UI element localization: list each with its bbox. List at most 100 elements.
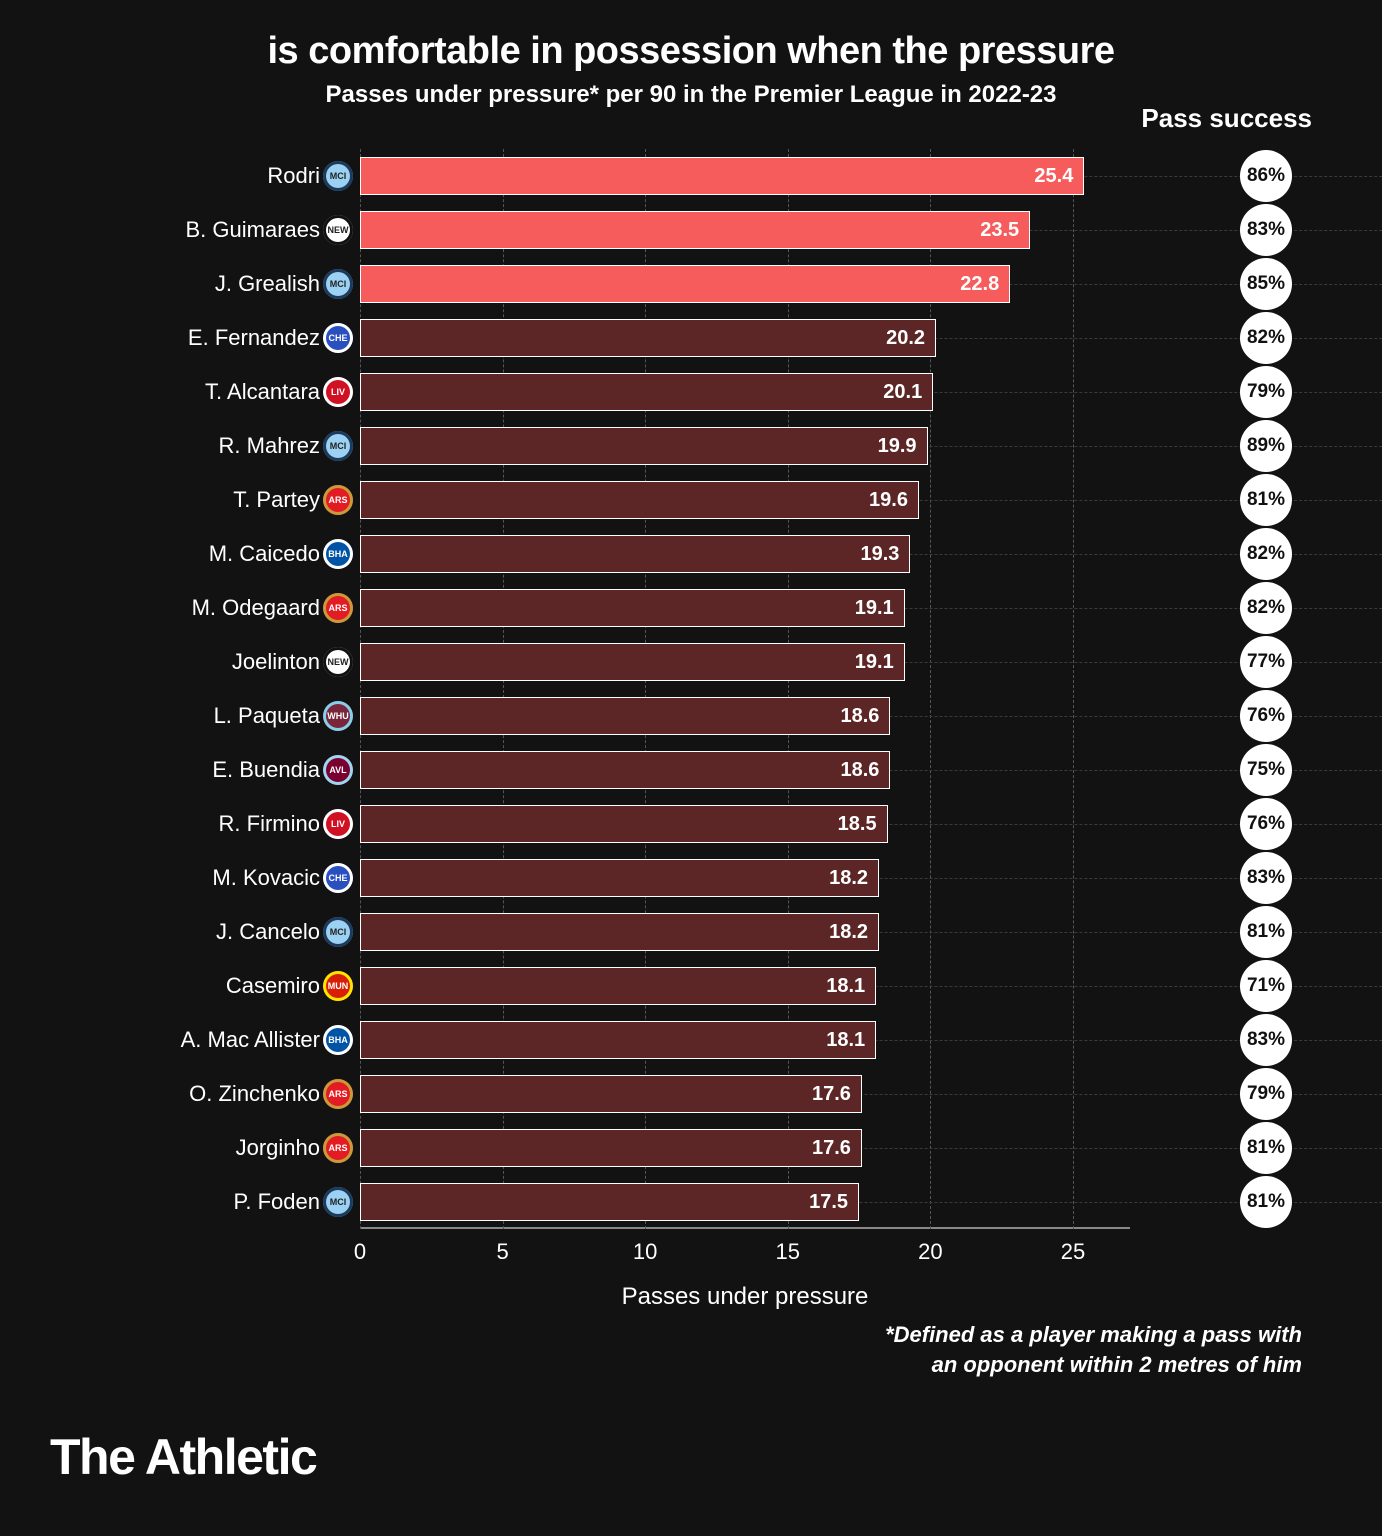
x-axis-label: Passes under pressure [622, 1283, 869, 1311]
player-row: R. MahrezMCI19.989% [260, 419, 1322, 473]
pass-success-header: Pass success [1141, 103, 1312, 134]
club-crest-icon: WHU [323, 701, 353, 731]
pass-success-badge: 82% [1240, 582, 1292, 634]
club-crest-icon: NEW [323, 215, 353, 245]
player-row: L. PaquetaWHU18.676% [260, 689, 1322, 743]
pass-success-badge: 76% [1240, 690, 1292, 742]
bar: 23.5 [360, 211, 1030, 249]
bar: 17.6 [360, 1075, 862, 1113]
xtick-label: 0 [354, 1239, 366, 1265]
player-name: E. Fernandez [80, 325, 320, 351]
xtick-label: 20 [918, 1239, 942, 1265]
club-crest-icon: ARS [323, 485, 353, 515]
footnote-line-1: *Defined as a player making a pass with [885, 1320, 1302, 1350]
player-name: A. Mac Allister [80, 1027, 320, 1053]
xtick-label: 10 [633, 1239, 657, 1265]
pass-success-badge: 77% [1240, 636, 1292, 688]
club-crest-icon: CHE [323, 323, 353, 353]
player-row: J. CanceloMCI18.281% [260, 905, 1322, 959]
bar: 19.1 [360, 589, 905, 627]
player-name: R. Firmino [80, 811, 320, 837]
pass-success-badge: 82% [1240, 528, 1292, 580]
bar: 20.1 [360, 373, 933, 411]
pass-success-badge: 83% [1240, 1014, 1292, 1066]
bar: 18.1 [360, 1021, 876, 1059]
club-crest-icon: LIV [323, 809, 353, 839]
chart-title: is comfortable in possession when the pr… [60, 30, 1322, 73]
pass-success-badge: 79% [1240, 1068, 1292, 1120]
pass-success-badge: 81% [1240, 1176, 1292, 1228]
bar: 18.6 [360, 697, 890, 735]
bar: 20.2 [360, 319, 936, 357]
player-name: M. Kovacic [80, 865, 320, 891]
player-row: JoelintonNEW19.177% [260, 635, 1322, 689]
club-crest-icon: MCI [323, 161, 353, 191]
footnote: *Defined as a player making a pass with … [885, 1320, 1302, 1379]
bar: 19.6 [360, 481, 919, 519]
player-name: L. Paqueta [80, 703, 320, 729]
player-row: E. FernandezCHE20.282% [260, 311, 1322, 365]
player-row: R. FirminoLIV18.576% [260, 797, 1322, 851]
bar: 19.1 [360, 643, 905, 681]
xtick-label: 25 [1061, 1239, 1085, 1265]
club-crest-icon: MCI [323, 917, 353, 947]
player-name: B. Guimaraes [80, 217, 320, 243]
player-row: M. KovacicCHE18.283% [260, 851, 1322, 905]
player-name: M. Odegaard [80, 595, 320, 621]
chart-subtitle: Passes under pressure* per 90 in the Pre… [60, 81, 1322, 109]
player-row: T. AlcantaraLIV20.179% [260, 365, 1322, 419]
club-crest-icon: NEW [323, 647, 353, 677]
footnote-line-2: an opponent within 2 metres of him [885, 1350, 1302, 1380]
club-crest-icon: CHE [323, 863, 353, 893]
bar: 18.2 [360, 859, 879, 897]
player-row: A. Mac AllisterBHA18.183% [260, 1013, 1322, 1067]
player-row: O. ZinchenkoARS17.679% [260, 1067, 1322, 1121]
pass-success-badge: 79% [1240, 366, 1292, 418]
brand-logo: The Athletic [50, 1428, 316, 1486]
player-name: J. Cancelo [80, 919, 320, 945]
club-crest-icon: BHA [323, 1025, 353, 1055]
pass-success-badge: 75% [1240, 744, 1292, 796]
player-name: P. Foden [80, 1189, 320, 1215]
player-row: M. CaicedoBHA19.382% [260, 527, 1322, 581]
xtick-label: 5 [496, 1239, 508, 1265]
player-name: Rodri [80, 163, 320, 189]
club-crest-icon: AVL [323, 755, 353, 785]
club-crest-icon: MUN [323, 971, 353, 1001]
player-row: J. GrealishMCI22.885% [260, 257, 1322, 311]
pass-success-badge: 81% [1240, 906, 1292, 958]
bar: 18.6 [360, 751, 890, 789]
player-row: P. FodenMCI17.581% [260, 1175, 1322, 1229]
player-name: E. Buendia [80, 757, 320, 783]
pass-success-badge: 76% [1240, 798, 1292, 850]
player-name: T. Partey [80, 487, 320, 513]
pass-success-badge: 81% [1240, 474, 1292, 526]
player-name: O. Zinchenko [80, 1081, 320, 1107]
player-name: Joelinton [80, 649, 320, 675]
club-crest-icon: LIV [323, 377, 353, 407]
player-row: RodriMCI25.486% [260, 149, 1322, 203]
xtick-label: 15 [776, 1239, 800, 1265]
club-crest-icon: MCI [323, 1187, 353, 1217]
player-name: J. Grealish [80, 271, 320, 297]
bar: 18.2 [360, 913, 879, 951]
bar: 17.5 [360, 1183, 859, 1221]
club-crest-icon: ARS [323, 1079, 353, 1109]
player-name: T. Alcantara [80, 379, 320, 405]
club-crest-icon: MCI [323, 269, 353, 299]
player-name: Jorginho [80, 1135, 320, 1161]
bar: 17.6 [360, 1129, 862, 1167]
pass-success-badge: 83% [1240, 204, 1292, 256]
bar: 19.9 [360, 427, 928, 465]
player-row: T. ParteyARS19.681% [260, 473, 1322, 527]
pass-success-badge: 71% [1240, 960, 1292, 1012]
bar: 25.4 [360, 157, 1084, 195]
player-name: M. Caicedo [80, 541, 320, 567]
player-name: R. Mahrez [80, 433, 320, 459]
club-crest-icon: BHA [323, 539, 353, 569]
player-row: CasemiroMUN18.171% [260, 959, 1322, 1013]
pass-success-badge: 83% [1240, 852, 1292, 904]
bar: 22.8 [360, 265, 1010, 303]
chart-area: Pass success Passes under pressure 05101… [260, 149, 1322, 1299]
club-crest-icon: MCI [323, 431, 353, 461]
